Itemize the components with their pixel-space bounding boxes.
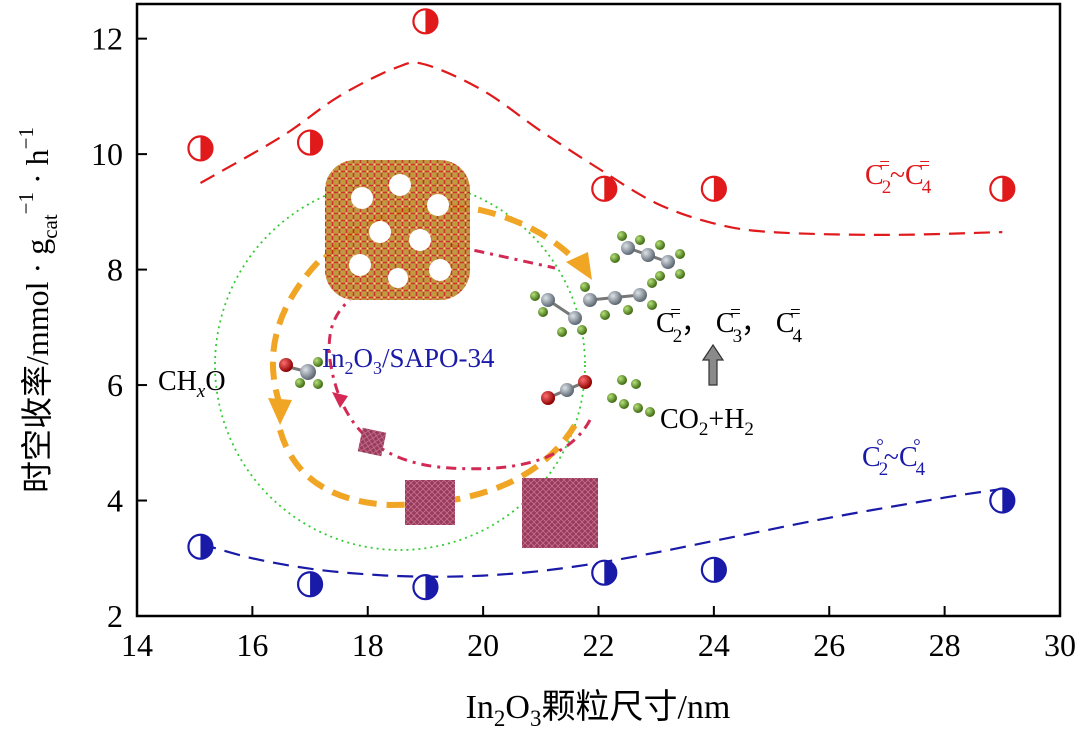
medium-crystal (405, 480, 455, 525)
y-tick-label: 6 (107, 367, 123, 403)
x-axis: 14 16 18 20 22 24 26 28 30 (121, 606, 1076, 663)
series-label-olefins: C2=~C4= (865, 154, 932, 198)
data-point (412, 8, 439, 35)
y-tick-label: 10 (91, 136, 123, 172)
series-label-paraffins: C2°~C4° (862, 436, 926, 480)
y-tick-label: 4 (107, 483, 123, 519)
x-tick-label: 24 (698, 627, 730, 663)
data-point (187, 135, 214, 162)
x-tick-label: 14 (121, 627, 153, 663)
data-point (412, 574, 439, 601)
zeolite-framework (325, 160, 470, 300)
pink-arrowhead (332, 392, 348, 408)
pink-cycle-arrow (327, 298, 592, 471)
x-tick-label: 20 (467, 627, 499, 663)
y-axis: 2 4 6 8 10 12 (91, 21, 147, 634)
trend-line-0 (199, 61, 1003, 237)
feed-label: CO2+H2 (660, 404, 754, 440)
x-axis-title: In2O3颗粒尺寸/nm (466, 688, 731, 731)
data-point (187, 533, 214, 560)
x-tick-label: 30 (1044, 627, 1076, 663)
x-tick-label: 28 (929, 627, 961, 663)
small-crystal (357, 427, 387, 457)
y-tick-label: 2 (107, 598, 123, 634)
olefin-molecules (530, 231, 685, 337)
x-tick-label: 22 (583, 627, 615, 663)
x-tick-label: 16 (236, 627, 268, 663)
co2-molecule (541, 375, 592, 405)
y-axis-title: 时空收率/mmol · gcat−1 · h−1 (14, 127, 62, 493)
up-arrow-icon (701, 343, 725, 386)
orange-arrowhead-left (268, 398, 292, 425)
reaction-illustration (214, 160, 725, 551)
orange-cycle-arrow-top (322, 204, 588, 272)
chxo-label: CHxO (158, 366, 226, 402)
large-crystal (522, 478, 598, 548)
data-point (296, 571, 324, 598)
data-point (989, 175, 1016, 202)
y-tick-label: 8 (107, 252, 123, 288)
orange-arrowhead-top (566, 252, 592, 280)
data-point (989, 487, 1016, 514)
orange-cycle-arrow-bottom (277, 418, 581, 509)
data-point (700, 175, 727, 202)
data-point (591, 175, 618, 202)
olefin-products-label: C2=， C3=， C4= (656, 302, 803, 347)
x-tick-label: 26 (813, 627, 845, 663)
y-tick-label: 12 (91, 21, 123, 57)
data-markers (187, 8, 1016, 601)
data-point (591, 559, 618, 586)
data-point (296, 129, 324, 156)
trend-lines (199, 61, 1003, 578)
trend-line-1 (200, 487, 1003, 578)
catalyst-label: In2O3/SAPO-34 (322, 343, 495, 378)
x-tick-label: 18 (352, 627, 384, 663)
chxo-molecule (279, 357, 323, 389)
plot-frame (135, 2, 1062, 618)
data-point (700, 556, 727, 583)
h2-molecules (607, 375, 655, 417)
